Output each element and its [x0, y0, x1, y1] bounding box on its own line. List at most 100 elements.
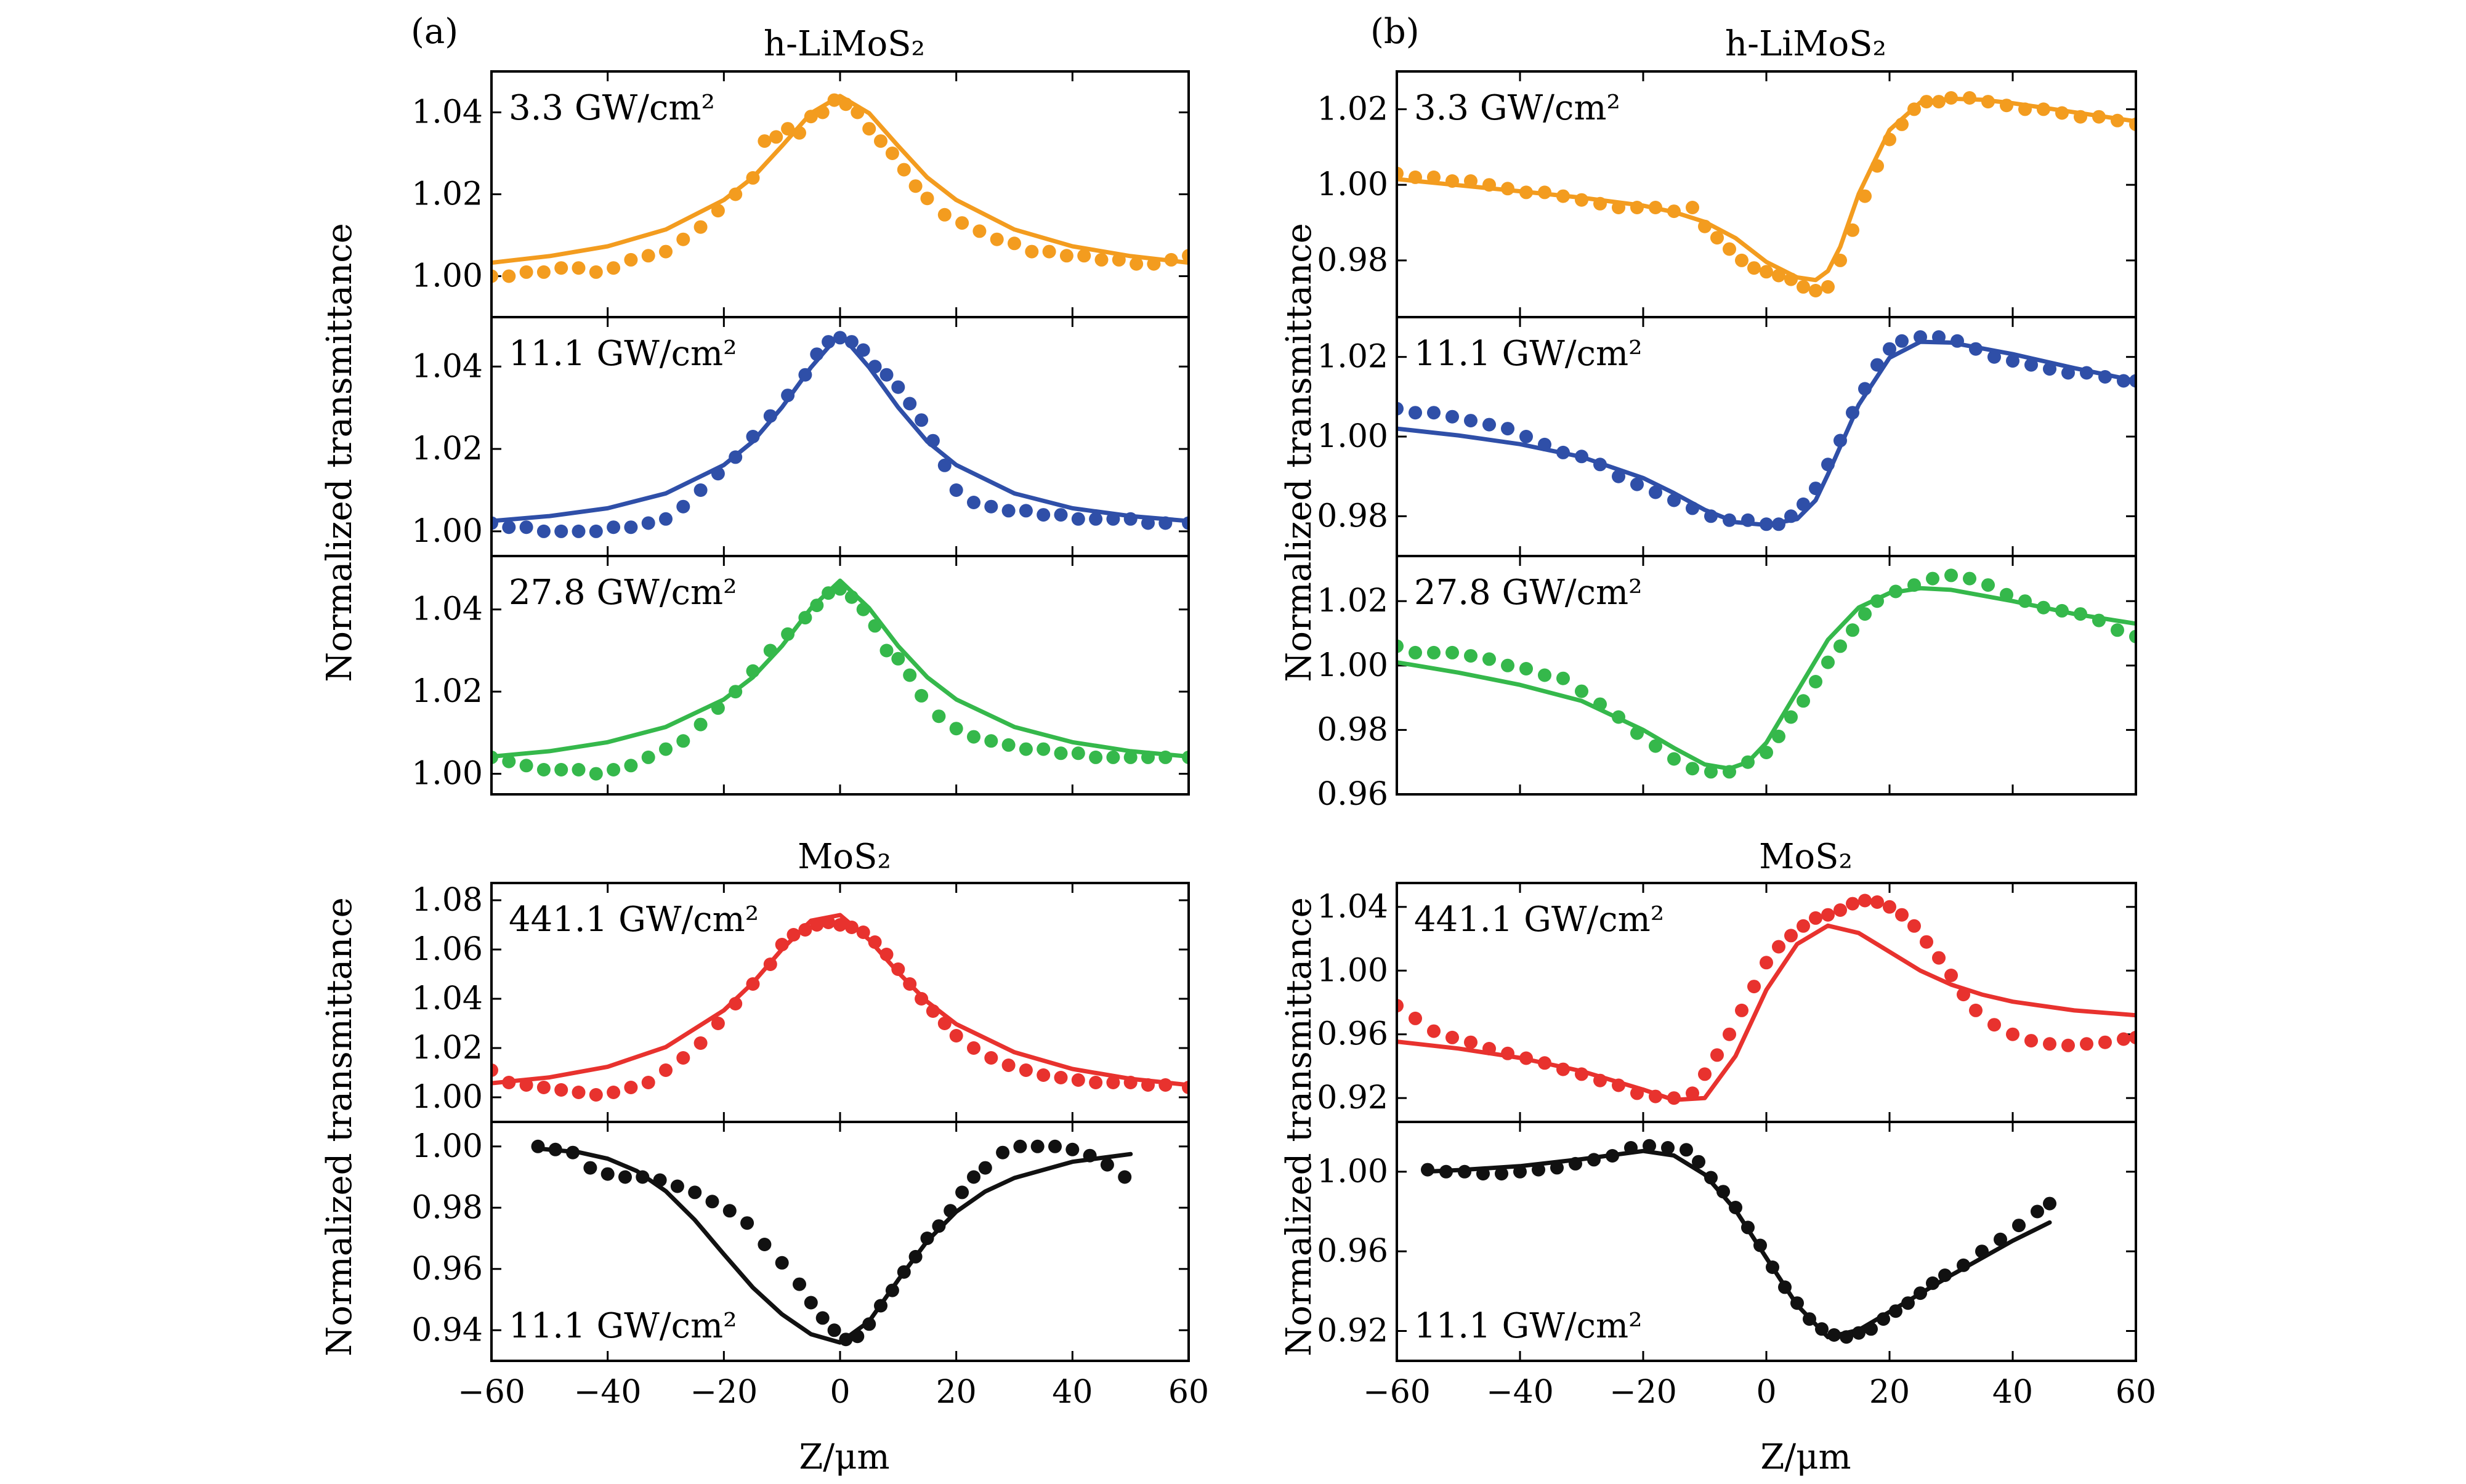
data-point	[1593, 196, 1607, 211]
fit-curve	[1397, 586, 2136, 771]
data-point	[1901, 1296, 1915, 1310]
data-point	[1025, 244, 1039, 259]
data-point	[1667, 752, 1681, 766]
data-point	[1482, 178, 1496, 192]
data-point	[1784, 929, 1798, 943]
data-point	[1710, 1048, 1724, 1062]
y-tick-label: 1.02	[1317, 339, 1388, 376]
data-point	[536, 265, 551, 279]
data-point	[1667, 204, 1681, 219]
data-point	[1858, 189, 1872, 203]
data-point	[1001, 504, 1016, 518]
data-point	[1932, 330, 1946, 344]
data-point	[775, 938, 789, 951]
data-point	[833, 918, 847, 932]
data-point	[937, 1017, 952, 1030]
data-point	[1538, 668, 1551, 682]
data-point	[1409, 406, 1422, 420]
data-point	[903, 397, 917, 411]
data-point	[1158, 516, 1173, 530]
intensity-annotation: 3.3 GW/cm²	[1414, 88, 1620, 128]
data-point	[1100, 1158, 1114, 1172]
data-point	[1790, 1296, 1804, 1310]
data-point	[1612, 1078, 1625, 1092]
data-point	[1932, 951, 1946, 965]
x-tick-label: 0	[1756, 1374, 1776, 1411]
data-point	[729, 187, 743, 201]
data-point	[1944, 568, 1958, 583]
x-tick-label: −20	[690, 1374, 758, 1411]
x-tick-label: 20	[1869, 1374, 1910, 1411]
data-point	[949, 483, 963, 497]
data-point	[1482, 1042, 1496, 1055]
y-tick-label: 1.04	[411, 980, 483, 1017]
data-point	[1593, 458, 1607, 472]
data-point	[1001, 1059, 1016, 1072]
data-point	[1409, 170, 1422, 184]
data-point	[1741, 513, 1755, 527]
y-tick-label: 0.96	[411, 1251, 483, 1288]
data-point	[1476, 1167, 1490, 1181]
data-point	[2098, 370, 2112, 384]
data-point	[1667, 1091, 1681, 1105]
x-tick-label: −60	[1363, 1374, 1431, 1411]
data-point	[967, 730, 980, 744]
data-point	[1753, 1238, 1767, 1252]
data-point	[624, 1081, 638, 1094]
data-point	[624, 520, 638, 534]
data-point	[822, 586, 836, 600]
data-point	[1427, 1024, 1441, 1038]
y-tick-label: 0.94	[411, 1312, 483, 1349]
data-point	[1833, 903, 1847, 917]
group-title-a-top: h-LiMoS₂	[764, 24, 925, 64]
data-point	[891, 651, 905, 666]
data-point	[1797, 919, 1810, 933]
data-point	[1981, 95, 1995, 109]
data-point	[711, 701, 725, 715]
data-point	[1593, 1073, 1607, 1087]
data-point	[1439, 1164, 1453, 1179]
data-point	[1723, 1027, 1736, 1041]
data-point	[1649, 201, 1662, 214]
subplot: 0.92 0.96 1.00 −60 −40 −20 0 20 40 60 11.1 GW/cm²	[1317, 1121, 2156, 1411]
data-point	[688, 1185, 702, 1200]
data-point	[1969, 342, 1983, 356]
data-point	[589, 1088, 603, 1102]
data-point	[915, 992, 929, 1006]
subplot: 1.00 1.02 1.04 3.3 GW/cm²	[411, 70, 1190, 318]
data-point	[1445, 174, 1459, 188]
data-point	[722, 1204, 737, 1218]
data-point	[1661, 1141, 1675, 1155]
data-point	[2080, 1037, 2093, 1051]
data-point	[1123, 750, 1138, 764]
data-point	[984, 734, 998, 748]
data-point	[1008, 236, 1021, 251]
data-point	[1704, 765, 1718, 779]
x-tick-label: 60	[2116, 1374, 2156, 1411]
data-point	[804, 110, 818, 124]
data-point	[1803, 1312, 1816, 1326]
data-layer	[1397, 893, 2136, 1105]
data-point	[1130, 257, 1144, 271]
data-point	[1593, 697, 1607, 711]
data-point	[903, 668, 917, 682]
data-point	[781, 389, 795, 403]
data-point	[868, 935, 882, 949]
x-tick-label: 40	[1992, 1374, 2033, 1411]
subplot: 0.98 1.00 1.02 11.1 GW/cm²	[1317, 316, 2137, 557]
data-point	[1827, 1328, 1841, 1342]
y-tick-label: 1.02	[411, 1030, 483, 1067]
data-point	[1870, 358, 1884, 372]
data-point	[1914, 330, 1927, 344]
data-point	[519, 520, 533, 534]
y-tick-label: 1.00	[411, 1079, 483, 1116]
intensity-annotation: 441.1 GW/cm²	[509, 900, 759, 940]
data-point	[1495, 1167, 1508, 1181]
data-point	[519, 759, 533, 773]
data-point	[822, 916, 836, 929]
data-point	[1729, 1201, 1742, 1214]
data-point	[827, 1323, 841, 1337]
data-point	[798, 611, 812, 625]
data-point	[1071, 1073, 1085, 1087]
y-tick-label: 1.00	[1317, 647, 1388, 684]
